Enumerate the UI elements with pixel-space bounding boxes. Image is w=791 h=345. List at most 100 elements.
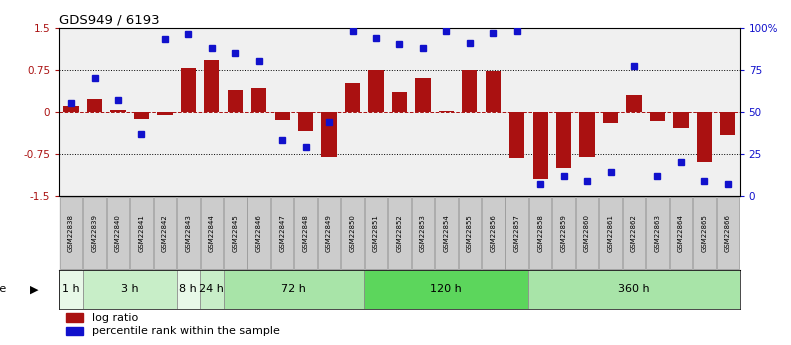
Text: GSM22866: GSM22866 — [725, 214, 731, 252]
Text: GSM22862: GSM22862 — [631, 214, 637, 252]
Text: GSM22854: GSM22854 — [444, 214, 449, 252]
Bar — [415, 78, 430, 112]
Bar — [224, 270, 365, 309]
Text: time: time — [0, 284, 6, 294]
Bar — [180, 68, 196, 112]
Text: 1 h: 1 h — [62, 284, 80, 294]
Text: ▶: ▶ — [30, 284, 39, 294]
FancyBboxPatch shape — [318, 197, 340, 269]
Text: GSM22861: GSM22861 — [607, 214, 614, 252]
Bar — [532, 112, 548, 179]
FancyBboxPatch shape — [224, 197, 247, 269]
Text: GSM22839: GSM22839 — [92, 214, 97, 252]
FancyBboxPatch shape — [552, 197, 575, 269]
Text: GSM22845: GSM22845 — [233, 214, 238, 252]
FancyBboxPatch shape — [411, 197, 434, 269]
Bar — [603, 112, 619, 123]
FancyBboxPatch shape — [60, 197, 82, 269]
Bar — [134, 112, 149, 119]
Bar — [63, 106, 78, 112]
FancyBboxPatch shape — [600, 197, 622, 269]
Bar — [369, 70, 384, 112]
FancyBboxPatch shape — [646, 197, 668, 269]
Bar — [83, 270, 176, 309]
Bar — [200, 270, 224, 309]
Bar — [626, 95, 642, 112]
Bar — [462, 70, 478, 112]
Bar — [392, 91, 407, 112]
Text: GSM22852: GSM22852 — [396, 214, 403, 252]
FancyBboxPatch shape — [623, 197, 645, 269]
Text: GSM22851: GSM22851 — [373, 214, 379, 252]
Text: GSM22838: GSM22838 — [68, 214, 74, 252]
Text: GSM22846: GSM22846 — [255, 214, 262, 252]
Text: GSM22844: GSM22844 — [209, 214, 215, 252]
Bar — [697, 112, 712, 162]
Bar — [298, 112, 313, 131]
FancyBboxPatch shape — [670, 197, 692, 269]
Bar — [274, 112, 290, 120]
Text: GSM22841: GSM22841 — [138, 214, 145, 252]
Text: GSM22853: GSM22853 — [420, 214, 426, 252]
Bar — [509, 112, 524, 158]
Bar — [365, 270, 528, 309]
Text: 120 h: 120 h — [430, 284, 462, 294]
FancyBboxPatch shape — [153, 197, 176, 269]
Text: 8 h: 8 h — [180, 284, 197, 294]
Bar — [650, 112, 665, 121]
Text: GSM22855: GSM22855 — [467, 214, 473, 252]
Bar — [66, 314, 83, 322]
FancyBboxPatch shape — [131, 197, 153, 269]
Text: GSM22859: GSM22859 — [561, 214, 566, 252]
Bar — [721, 112, 736, 135]
Text: GSM22847: GSM22847 — [279, 214, 286, 252]
Text: GSM22842: GSM22842 — [162, 214, 168, 252]
Text: GSM22856: GSM22856 — [490, 214, 496, 252]
FancyBboxPatch shape — [529, 197, 551, 269]
Text: 72 h: 72 h — [282, 284, 306, 294]
Text: log ratio: log ratio — [92, 313, 138, 323]
Text: GSM22863: GSM22863 — [654, 214, 660, 252]
Text: 3 h: 3 h — [121, 284, 138, 294]
Bar — [345, 82, 360, 112]
Bar — [673, 112, 688, 128]
FancyBboxPatch shape — [201, 197, 223, 269]
FancyBboxPatch shape — [83, 197, 106, 269]
FancyBboxPatch shape — [482, 197, 505, 269]
Text: GSM22840: GSM22840 — [115, 214, 121, 252]
Bar — [87, 99, 102, 112]
Bar — [228, 90, 243, 112]
FancyBboxPatch shape — [248, 197, 270, 269]
FancyBboxPatch shape — [717, 197, 739, 269]
Text: percentile rank within the sample: percentile rank within the sample — [92, 326, 280, 336]
Text: GSM22864: GSM22864 — [678, 214, 684, 252]
Text: GSM22865: GSM22865 — [702, 214, 707, 252]
Bar — [110, 110, 126, 112]
FancyBboxPatch shape — [271, 197, 293, 269]
Bar — [439, 111, 454, 112]
Bar — [321, 112, 337, 157]
Bar — [580, 112, 595, 157]
Text: GSM22843: GSM22843 — [185, 214, 191, 252]
Bar — [528, 270, 740, 309]
Bar — [486, 71, 501, 112]
FancyBboxPatch shape — [107, 197, 129, 269]
Bar — [59, 270, 83, 309]
Bar — [176, 270, 200, 309]
Text: 24 h: 24 h — [199, 284, 224, 294]
Text: GSM22858: GSM22858 — [537, 214, 543, 252]
Text: GSM22848: GSM22848 — [303, 214, 308, 252]
Text: GDS949 / 6193: GDS949 / 6193 — [59, 13, 160, 27]
FancyBboxPatch shape — [505, 197, 528, 269]
FancyBboxPatch shape — [294, 197, 317, 269]
Bar — [556, 112, 571, 168]
FancyBboxPatch shape — [693, 197, 716, 269]
FancyBboxPatch shape — [341, 197, 364, 269]
Bar — [157, 112, 172, 115]
Text: GSM22850: GSM22850 — [350, 214, 355, 252]
Bar — [66, 326, 83, 335]
FancyBboxPatch shape — [365, 197, 388, 269]
Bar — [251, 88, 267, 112]
FancyBboxPatch shape — [459, 197, 481, 269]
Text: GSM22860: GSM22860 — [584, 214, 590, 252]
